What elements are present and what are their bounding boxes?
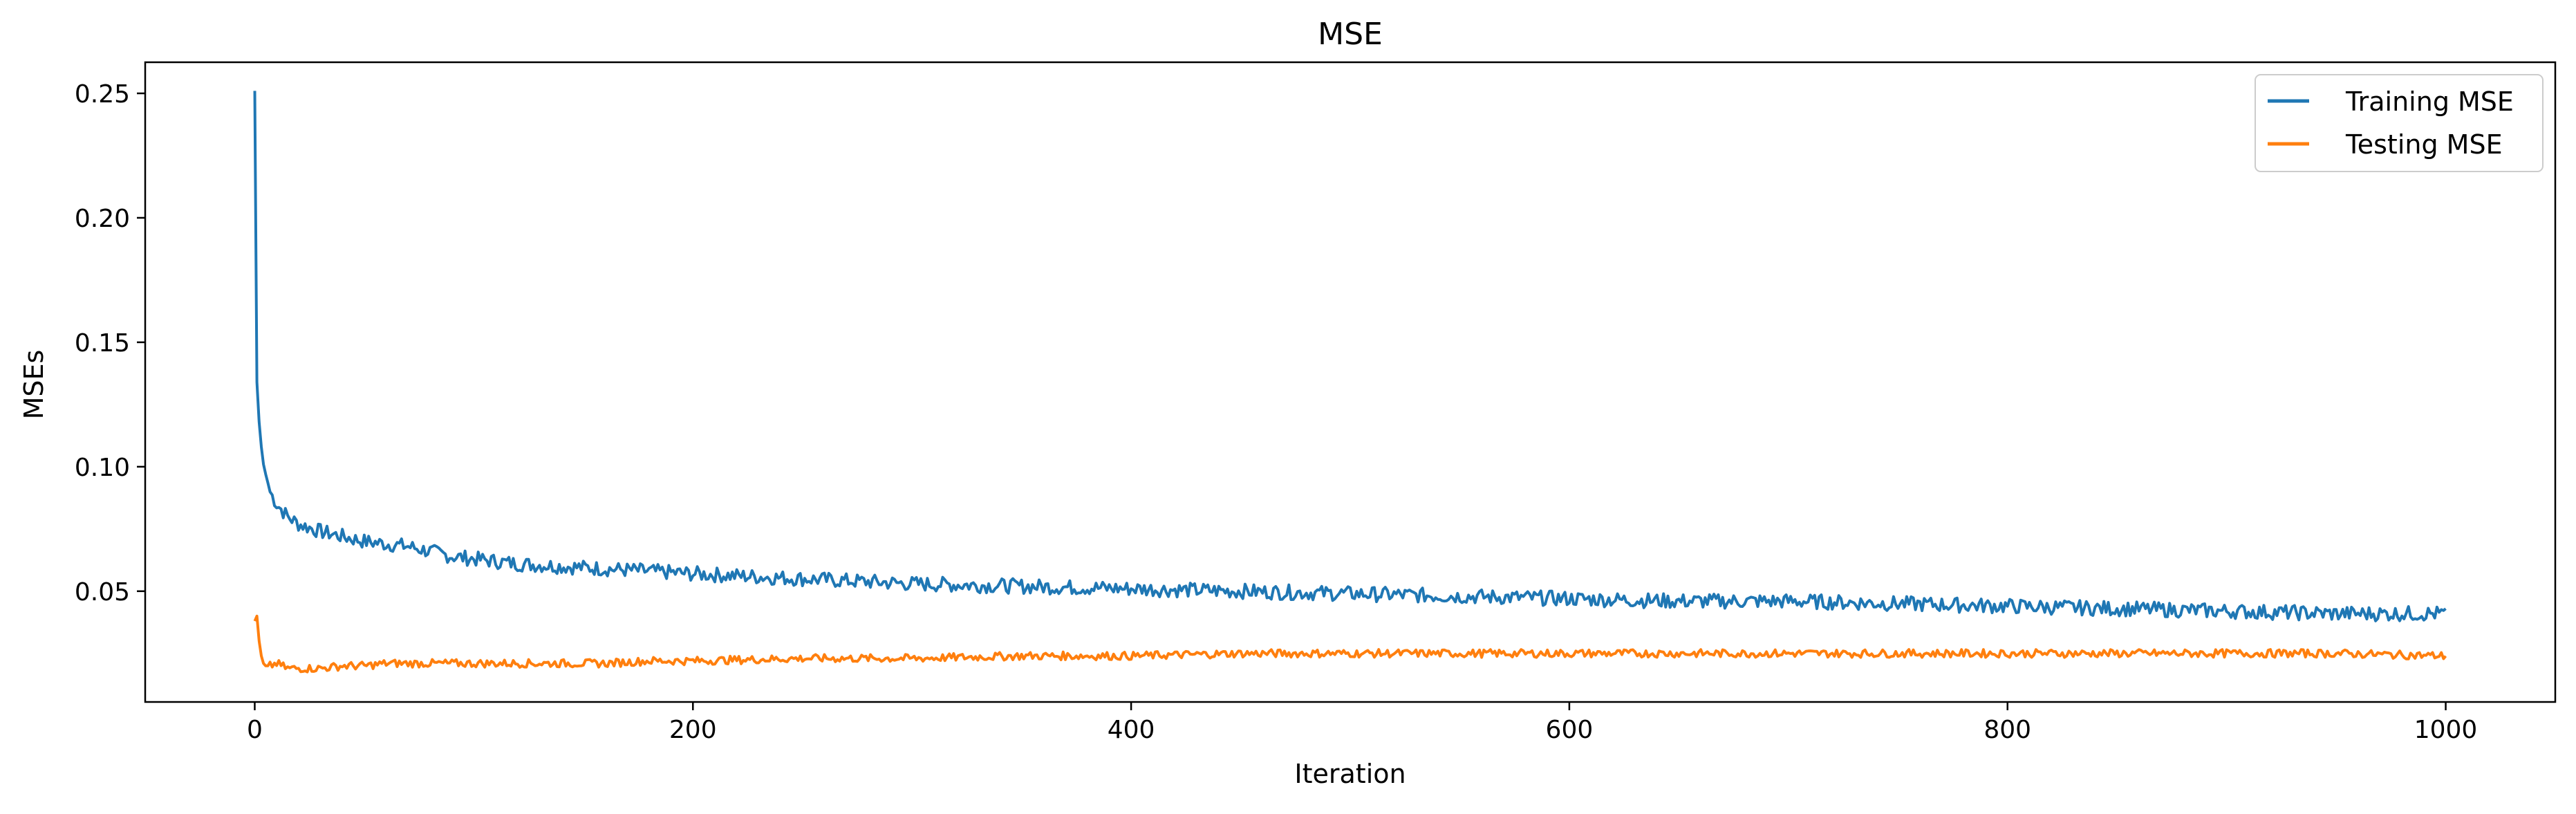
plot-frame [144, 61, 2557, 703]
y-tick-label: 0.15 [75, 329, 130, 358]
x-tick-label: 0 [247, 716, 263, 744]
legend: Training MSE Testing MSE [2255, 74, 2544, 172]
x-tick-label: 400 [1108, 716, 1155, 744]
y-tick-label: 0.10 [75, 454, 130, 482]
series-line-training [253, 91, 2447, 622]
series-line-testing [253, 614, 2447, 674]
x-axis-label: Iteration [1294, 759, 1406, 789]
y-axis-label: MSEs [19, 350, 49, 420]
x-tick-label: 200 [669, 716, 717, 744]
legend-label-training: Training MSE [2345, 86, 2514, 117]
legend-box [2255, 74, 2544, 172]
x-tick-label: 600 [1546, 716, 1594, 744]
x-tick-label: 1000 [2414, 716, 2478, 744]
x-axis: 0 200 400 600 800 1000 [247, 702, 2477, 744]
y-tick-label: 0.25 [75, 80, 130, 109]
legend-label-testing: Testing MSE [2345, 129, 2503, 160]
y-tick-label: 0.20 [75, 205, 130, 233]
y-axis: 0.05 0.10 0.15 0.20 0.25 [75, 80, 145, 607]
chart-title: MSE [1318, 17, 1383, 52]
y-tick-label: 0.05 [75, 578, 130, 607]
series-group [253, 91, 2447, 674]
x-tick-label: 800 [1984, 716, 2031, 744]
